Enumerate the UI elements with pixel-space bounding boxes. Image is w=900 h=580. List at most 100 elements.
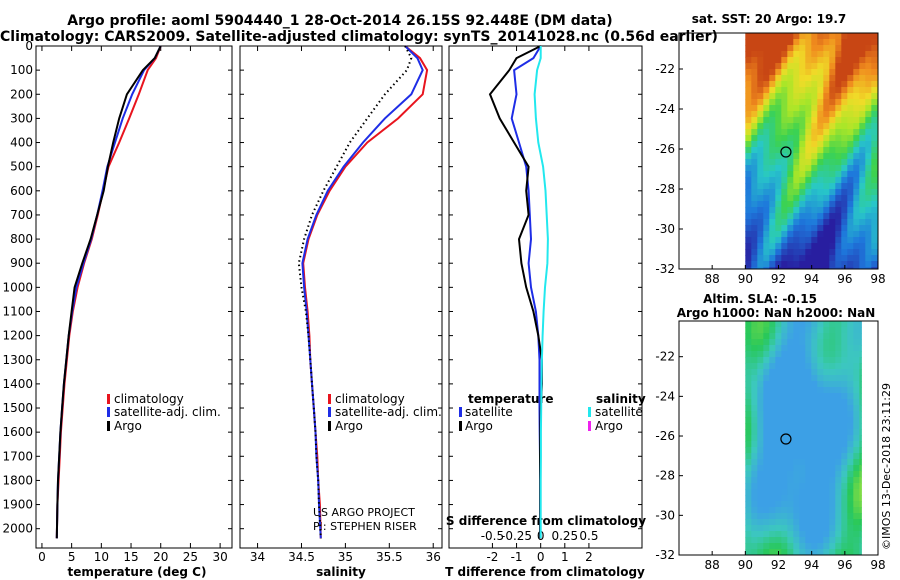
difference-top-tick-label: 0.5 xyxy=(579,529,598,543)
salinity-plot-frame xyxy=(239,45,443,549)
sla-map-ytick-label: -32 xyxy=(655,548,675,562)
sst-map-title: sat. SST: 20 Argo: 19.7 xyxy=(692,12,846,26)
sst-map-ytick-label: -28 xyxy=(655,182,675,196)
sal-legend-satellite: satellite-adj. clim. xyxy=(335,405,442,419)
diff-legend-temperature-title: temperature xyxy=(468,392,553,406)
difference-top-tick-label: -0.25 xyxy=(501,529,532,543)
difference-xtick-label: -1 xyxy=(511,550,523,564)
diff-legend-s-argo: Argo xyxy=(595,419,623,433)
depth-tick-label: 1000 xyxy=(2,280,33,294)
sst-map-xtick-label: 96 xyxy=(837,272,852,286)
temperature-plot-frame xyxy=(35,45,233,549)
temperature-series-satellite-adj-clim- xyxy=(55,45,162,539)
depth-tick-label: 200 xyxy=(10,87,33,101)
temp-legend-argo: Argo xyxy=(114,419,142,433)
chart-title-line1: Argo profile: aoml 5904440_1 28-Oct-2014… xyxy=(67,13,613,29)
depth-tick-label: 400 xyxy=(10,136,33,150)
sla-map-xtick-label: 90 xyxy=(738,558,753,572)
diff-legend-t-argo-marker xyxy=(459,421,462,431)
sla-map-float-marker xyxy=(780,433,792,445)
depth-tick-label: 900 xyxy=(10,256,33,270)
sal-legend-climatology: climatology xyxy=(335,392,405,406)
temp-legend-climatology-marker xyxy=(107,394,110,404)
difference-plot-frame xyxy=(448,45,643,549)
sal-legend-argo-marker xyxy=(328,421,331,431)
salinity-xtick-label: 36 xyxy=(426,550,441,564)
difference-series-t-argo xyxy=(488,45,543,539)
difference-xtick-label: 2 xyxy=(585,550,593,564)
depth-tick-label: 1600 xyxy=(2,425,33,439)
temperature-x-label: temperature (deg C) xyxy=(68,565,207,579)
credit-line2: PI: STEPHEN RISER xyxy=(313,520,417,533)
sla-map-xtick-label: 96 xyxy=(837,558,852,572)
temperature-xtick-label: 25 xyxy=(183,550,198,564)
difference-x-label: T difference from climatology xyxy=(445,565,645,579)
salinity-xtick-label: 35 xyxy=(338,550,353,564)
sal-legend-satellite-marker xyxy=(328,407,331,417)
salinity-xtick-label: 34 xyxy=(250,550,265,564)
depth-tick-label: 1100 xyxy=(2,304,33,318)
difference-xtick-label: 0 xyxy=(537,550,545,564)
temperature-xtick-label: 30 xyxy=(212,550,227,564)
temperature-xtick-label: 20 xyxy=(153,550,168,564)
temperature-xtick-label: 10 xyxy=(94,550,109,564)
temperature-xtick-label: 5 xyxy=(68,550,76,564)
depth-tick-label: 1500 xyxy=(2,401,33,415)
depth-tick-label: 300 xyxy=(10,111,33,125)
depth-tick-label: 1300 xyxy=(2,353,33,367)
sla-map-xtick-label: 94 xyxy=(804,558,819,572)
sst-map-xtick-label: 98 xyxy=(870,272,885,286)
sla-map-ytick-label: -30 xyxy=(655,508,675,522)
difference-top-label: S difference from climatology xyxy=(446,514,646,528)
depth-tick-label: 600 xyxy=(10,184,33,198)
sst-map-ytick-label: -32 xyxy=(655,262,675,276)
diff-legend-t-satellite-marker xyxy=(459,407,462,417)
temp-legend-argo-marker xyxy=(107,421,110,431)
difference-top-tick-label: 0.25 xyxy=(551,529,578,543)
depth-tick-label: 1700 xyxy=(2,449,33,463)
difference-top-tick-label: -0.5 xyxy=(481,529,504,543)
depth-tick-label: 2000 xyxy=(2,522,33,536)
sla-map-title-line2: Argo h1000: NaN h2000: NaN xyxy=(677,306,876,320)
sal-legend-argo: Argo xyxy=(335,419,363,433)
depth-tick-label: 1200 xyxy=(2,329,33,343)
difference-xtick-label: 1 xyxy=(561,550,569,564)
chart-title-line2: Climatology: CARS2009. Satellite-adjuste… xyxy=(0,29,718,45)
difference-xtick-label: -2 xyxy=(486,550,498,564)
temperature-xtick-label: 0 xyxy=(38,550,46,564)
sst-map-xtick-label: 92 xyxy=(771,272,786,286)
sla-map-ytick-label: -26 xyxy=(655,429,675,443)
temp-legend-satellite: satellite-adj. clim. xyxy=(114,405,221,419)
depth-tick-label: 500 xyxy=(10,160,33,174)
sst-map-xtick-label: 88 xyxy=(705,272,720,286)
sla-map-xtick-label: 92 xyxy=(771,558,786,572)
depth-tick-label: 1900 xyxy=(2,498,33,512)
sst-map-heatmap-cells xyxy=(745,33,879,270)
diff-legend-s-argo-marker xyxy=(588,421,591,431)
sla-map-xtick-label: 98 xyxy=(870,558,885,572)
depth-tick-label: 800 xyxy=(10,232,33,246)
timestamp-stamp: ©IMOS 13-Dec-2018 23:11:29 xyxy=(880,383,893,550)
sla-map-ytick-label: -28 xyxy=(655,469,675,483)
diff-legend-s-satellite: satellite xyxy=(595,405,643,419)
temperature-xtick-label: 15 xyxy=(123,550,138,564)
diff-legend-salinity-title: salinity xyxy=(596,392,646,406)
temperature-series-argo xyxy=(55,45,162,539)
sla-map-xtick-label: 88 xyxy=(705,558,720,572)
temperature-series-climatology xyxy=(55,45,162,539)
sal-legend-climatology-marker xyxy=(328,394,331,404)
diff-legend-t-satellite: satellite xyxy=(465,405,513,419)
sst-map-xtick-label: 90 xyxy=(738,272,753,286)
depth-tick-label: 100 xyxy=(10,63,33,77)
sst-map-ytick-label: -22 xyxy=(655,62,675,76)
credit-line1: US ARGO PROJECT xyxy=(313,506,415,519)
sla-map-title-line1: Altim. SLA: -0.15 xyxy=(703,292,817,306)
salinity-x-label: salinity xyxy=(316,565,366,579)
sla-map-ytick-label: -22 xyxy=(655,350,675,364)
salinity-xtick-label: 35.5 xyxy=(376,550,403,564)
depth-tick-label: 1800 xyxy=(2,473,33,487)
depth-tick-label: 0 xyxy=(25,39,33,53)
sst-map-ytick-label: -26 xyxy=(655,142,675,156)
salinity-series-argo xyxy=(297,45,413,539)
sst-map-xtick-label: 94 xyxy=(804,272,819,286)
